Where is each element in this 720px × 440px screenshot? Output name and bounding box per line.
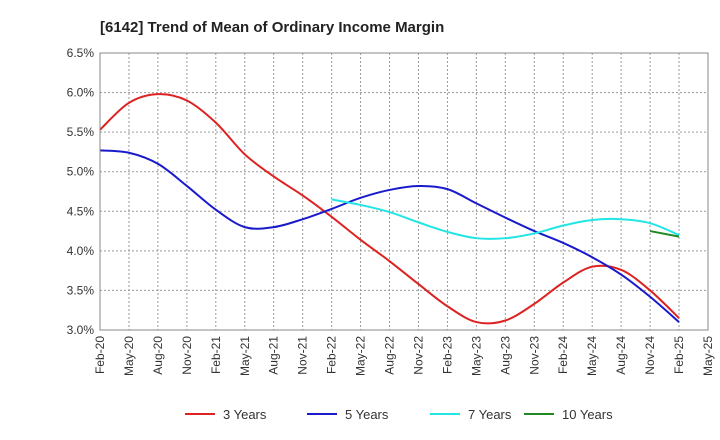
chart-title: [6142] Trend of Mean of Ordinary Income … [100,19,444,36]
x-tick-label: May-22 [354,336,368,376]
plot-frame [99,52,709,331]
grid [99,52,709,331]
x-tick-label: May-25 [701,336,715,376]
y-tick-label: 4.5% [67,204,95,218]
x-tick-label: Feb-25 [672,336,686,374]
x-tick-label: Aug-22 [383,336,397,375]
legend-label-5-years: 5 Years [345,407,389,422]
legend-label-7-years: 7 Years [468,407,512,422]
x-tick-label: Aug-21 [267,336,281,375]
x-tick-label: Feb-22 [325,336,339,374]
legend: 3 Years 5 Years 7 Years 10 Years [185,407,613,422]
x-tick-label: Nov-22 [411,336,425,375]
y-tick-label: 3.0% [67,323,95,337]
x-tick-label: Feb-20 [93,336,107,374]
y-tick-label: 5.5% [67,125,95,139]
x-tick-label: Feb-23 [440,336,454,374]
y-tick-label: 4.0% [67,244,95,258]
x-tick-label: Nov-24 [643,336,657,375]
y-axis-ticks: 3.0% 3.5% 4.0% 4.5% 5.0% 5.5% 6.0% 6.5% [67,46,95,337]
series-line-5-years [99,149,680,323]
x-tick-label: Feb-24 [556,336,570,374]
x-tick-label: Aug-23 [498,336,512,375]
x-tick-label: Feb-21 [209,336,223,374]
x-tick-label: May-20 [122,336,136,376]
x-tick-label: May-24 [585,336,599,376]
series-lines [99,93,680,325]
x-tick-label: May-21 [238,336,252,376]
x-tick-label: Nov-23 [527,336,541,375]
series-line-3-years [99,93,680,325]
x-tick-label: Nov-20 [180,336,194,375]
y-tick-label: 3.5% [67,283,95,297]
series-line-10-years [649,230,680,238]
y-tick-label: 5.0% [67,165,95,179]
series-line-7-years [331,198,680,240]
x-tick-label: May-23 [469,336,483,376]
x-tick-label: Aug-24 [614,336,628,375]
legend-label-3-years: 3 Years [223,407,267,422]
x-axis-ticks: Feb-20 May-20 Aug-20 Nov-20 Feb-21 May-21 Aug-… [93,336,715,376]
x-tick-label: Nov-21 [296,336,310,375]
y-tick-label: 6.0% [67,86,95,100]
x-tick-label: Aug-20 [151,336,165,375]
legend-label-10-years: 10 Years [562,407,613,422]
y-tick-label: 6.5% [67,46,95,60]
